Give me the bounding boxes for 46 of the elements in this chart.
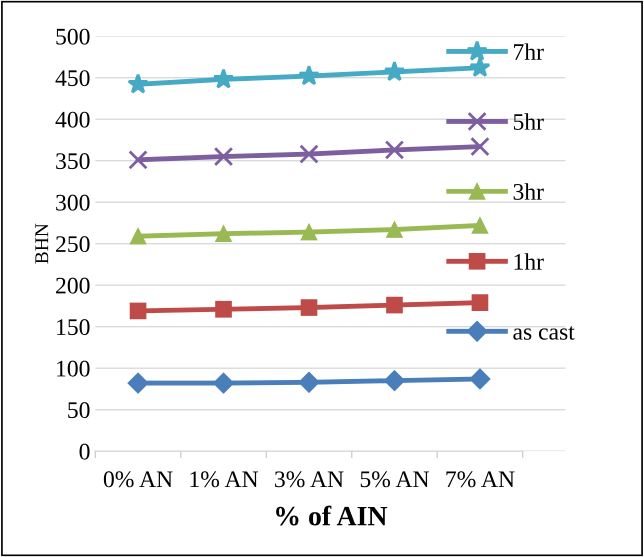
- point: [130, 228, 146, 245]
- point: [470, 136, 490, 156]
- point: [298, 64, 320, 86]
- y-tick-label: 150: [57, 319, 90, 336]
- x-tick-label: 5% AN: [360, 471, 430, 488]
- point: [130, 302, 146, 320]
- point: [386, 296, 403, 314]
- point: [215, 225, 232, 242]
- point: [299, 144, 319, 164]
- y-tick-label: 250: [56, 236, 90, 252]
- point: [300, 299, 318, 316]
- y-tick-label: 200: [56, 278, 90, 294]
- legend-label: 3hr: [514, 183, 544, 200]
- point: [384, 140, 404, 160]
- legend-label: as cast: [513, 326, 575, 340]
- y-tick-label: 500: [56, 28, 90, 45]
- x-tick-label: 1% AN: [190, 471, 258, 488]
- point: [212, 68, 234, 89]
- y-tick-label: 100: [57, 360, 90, 377]
- y-tick-label: 0: [80, 444, 90, 460]
- point: [215, 300, 232, 318]
- x-axis-title: % of AIN: [276, 506, 388, 526]
- point: [469, 56, 491, 77]
- point: [469, 368, 490, 390]
- x-tick-label: 0% AN: [104, 471, 173, 488]
- point: [127, 73, 149, 94]
- legend-label: 1hr: [514, 253, 544, 270]
- y-tick-label: 300: [56, 194, 90, 211]
- x-tick-label: 7% AN: [446, 471, 515, 488]
- y-tick-label: 350: [56, 153, 90, 170]
- point: [384, 60, 406, 82]
- point: [472, 217, 488, 234]
- point: [384, 370, 405, 392]
- x-tick-label: 3% AN: [275, 471, 344, 488]
- y-tick-label: 450: [55, 70, 90, 86]
- y-axis-title: BHN: [35, 224, 48, 264]
- point: [214, 146, 234, 166]
- point: [128, 150, 148, 170]
- y-tick-label: 50: [68, 402, 90, 418]
- legend-label: 7hr: [514, 43, 544, 60]
- point: [386, 221, 403, 238]
- point: [472, 294, 488, 311]
- point: [300, 224, 318, 240]
- legend-label: 5hr: [514, 113, 544, 130]
- y-tick-label: 400: [55, 112, 90, 128]
- point: [213, 372, 234, 394]
